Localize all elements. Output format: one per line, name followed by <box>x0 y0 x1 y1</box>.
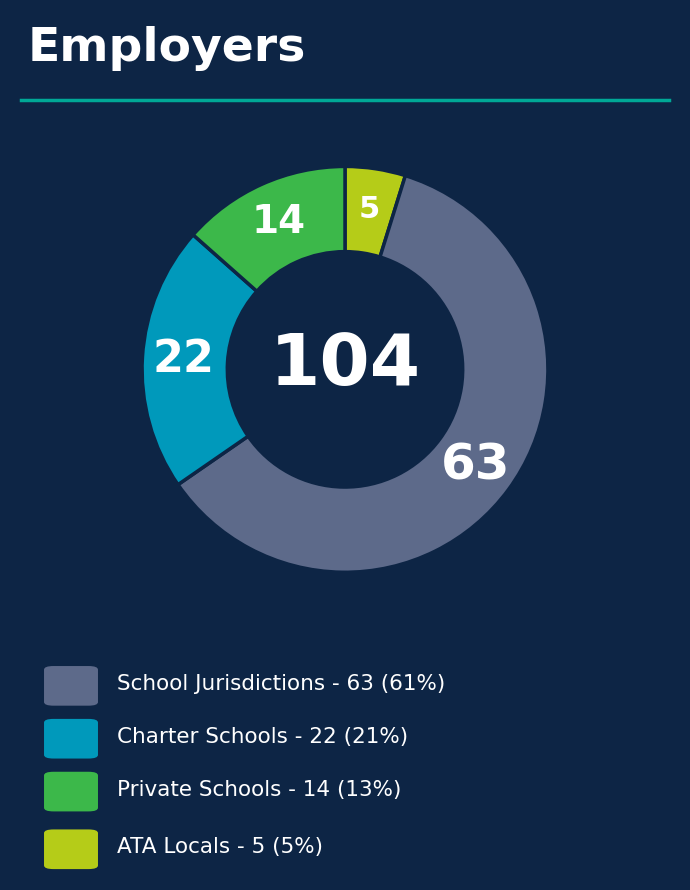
Text: Charter Schools - 22 (21%): Charter Schools - 22 (21%) <box>117 727 408 747</box>
FancyBboxPatch shape <box>44 719 98 758</box>
Text: 63: 63 <box>441 441 510 490</box>
Text: 5: 5 <box>359 195 380 223</box>
FancyBboxPatch shape <box>44 666 98 706</box>
Text: 104: 104 <box>269 331 421 400</box>
Text: 14: 14 <box>251 203 306 240</box>
Wedge shape <box>142 235 257 485</box>
Text: School Jurisdictions - 63 (61%): School Jurisdictions - 63 (61%) <box>117 674 445 694</box>
Text: Employers: Employers <box>28 26 306 71</box>
Text: Private Schools - 14 (13%): Private Schools - 14 (13%) <box>117 780 402 800</box>
Wedge shape <box>193 166 345 291</box>
Wedge shape <box>345 166 405 257</box>
Text: ATA Locals - 5 (5%): ATA Locals - 5 (5%) <box>117 837 323 857</box>
FancyBboxPatch shape <box>44 829 98 869</box>
Text: 22: 22 <box>152 338 215 381</box>
Wedge shape <box>178 175 548 572</box>
FancyBboxPatch shape <box>44 772 98 812</box>
